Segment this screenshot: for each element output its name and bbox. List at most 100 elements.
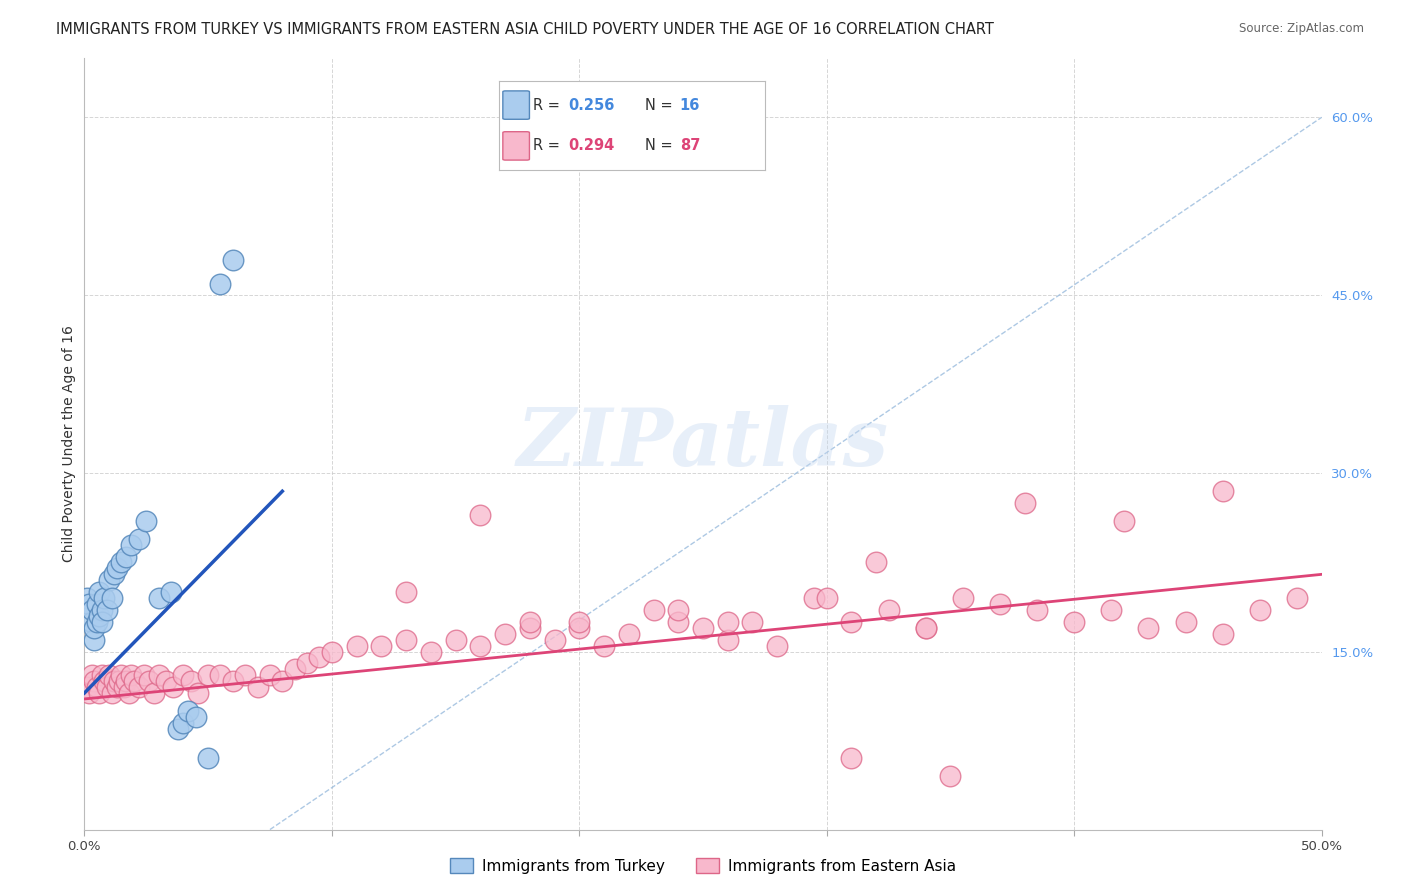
Point [108,674,131,689]
Point [1014,496,1036,510]
Point [1112,514,1135,528]
Y-axis label: Child Poverty Under the Age of 16: Child Poverty Under the Age of 16 [62,326,76,562]
Point [939,769,962,783]
Point [1212,484,1234,499]
Point [120,538,142,552]
Point [692,621,714,635]
Point [1099,603,1122,617]
Point [86,680,108,694]
Point [177,704,200,718]
Point [494,626,516,640]
Point [120,668,142,682]
Point [83,632,105,647]
Point [115,549,138,564]
Point [90,615,112,629]
Point [184,710,207,724]
Point [444,632,467,647]
Point [148,668,170,682]
Point [83,674,105,689]
Point [988,597,1011,611]
Point [89,686,111,700]
Point [86,597,108,611]
Point [103,674,125,689]
Point [271,674,294,689]
Point [1249,603,1271,617]
Point [222,674,245,689]
Point [167,722,190,736]
Point [321,644,343,658]
Point [1137,621,1160,635]
Point [128,532,150,546]
Point [79,597,101,611]
Point [76,680,98,694]
Point [568,615,591,629]
Point [295,657,318,671]
Point [1174,615,1197,629]
Point [259,668,281,682]
Point [110,556,132,570]
Point [90,603,112,617]
Point [395,585,418,599]
Point [155,674,177,689]
Point [148,591,170,605]
Point [914,621,936,635]
Point [841,751,863,765]
Point [346,639,368,653]
Point [79,686,101,700]
Point [1063,615,1085,629]
Point [132,668,155,682]
Point [233,668,256,682]
Point [717,615,740,629]
Point [172,668,194,682]
Point [76,591,98,605]
Point [877,603,900,617]
Point [80,615,103,629]
Point [246,680,269,694]
Point [180,674,202,689]
Point [803,591,825,605]
Point [395,632,418,647]
Point [160,585,183,599]
Point [643,603,665,617]
Point [98,574,121,588]
Point [135,514,157,528]
Point [83,621,105,635]
Point [370,639,392,653]
Point [172,715,194,730]
Point [717,632,740,647]
Point [89,608,111,623]
Point [1026,603,1049,617]
Point [741,615,763,629]
Point [519,621,541,635]
Point [86,615,108,629]
Point [209,668,232,682]
Point [103,567,125,582]
Point [197,668,219,682]
Point [96,680,118,694]
Point [914,621,936,635]
Point [138,674,160,689]
Point [865,556,887,570]
Point [118,686,141,700]
Point [666,603,689,617]
Point [80,668,103,682]
Point [93,591,115,605]
Point [100,591,122,605]
Point [100,686,122,700]
Point [470,639,492,653]
Point [1212,626,1234,640]
Text: Source: ZipAtlas.com: Source: ZipAtlas.com [1239,22,1364,36]
Legend: Immigrants from Turkey, Immigrants from Eastern Asia: Immigrants from Turkey, Immigrants from … [444,852,962,880]
Point [543,632,565,647]
Point [568,621,591,635]
Point [841,615,863,629]
Point [96,603,118,617]
Point [666,615,689,629]
Point [142,686,165,700]
Point [187,686,209,700]
Point [122,674,145,689]
Point [89,585,111,599]
Text: IMMIGRANTS FROM TURKEY VS IMMIGRANTS FROM EASTERN ASIA CHILD POVERTY UNDER THE A: IMMIGRANTS FROM TURKEY VS IMMIGRANTS FRO… [56,22,994,37]
Point [815,591,838,605]
Point [209,277,232,291]
